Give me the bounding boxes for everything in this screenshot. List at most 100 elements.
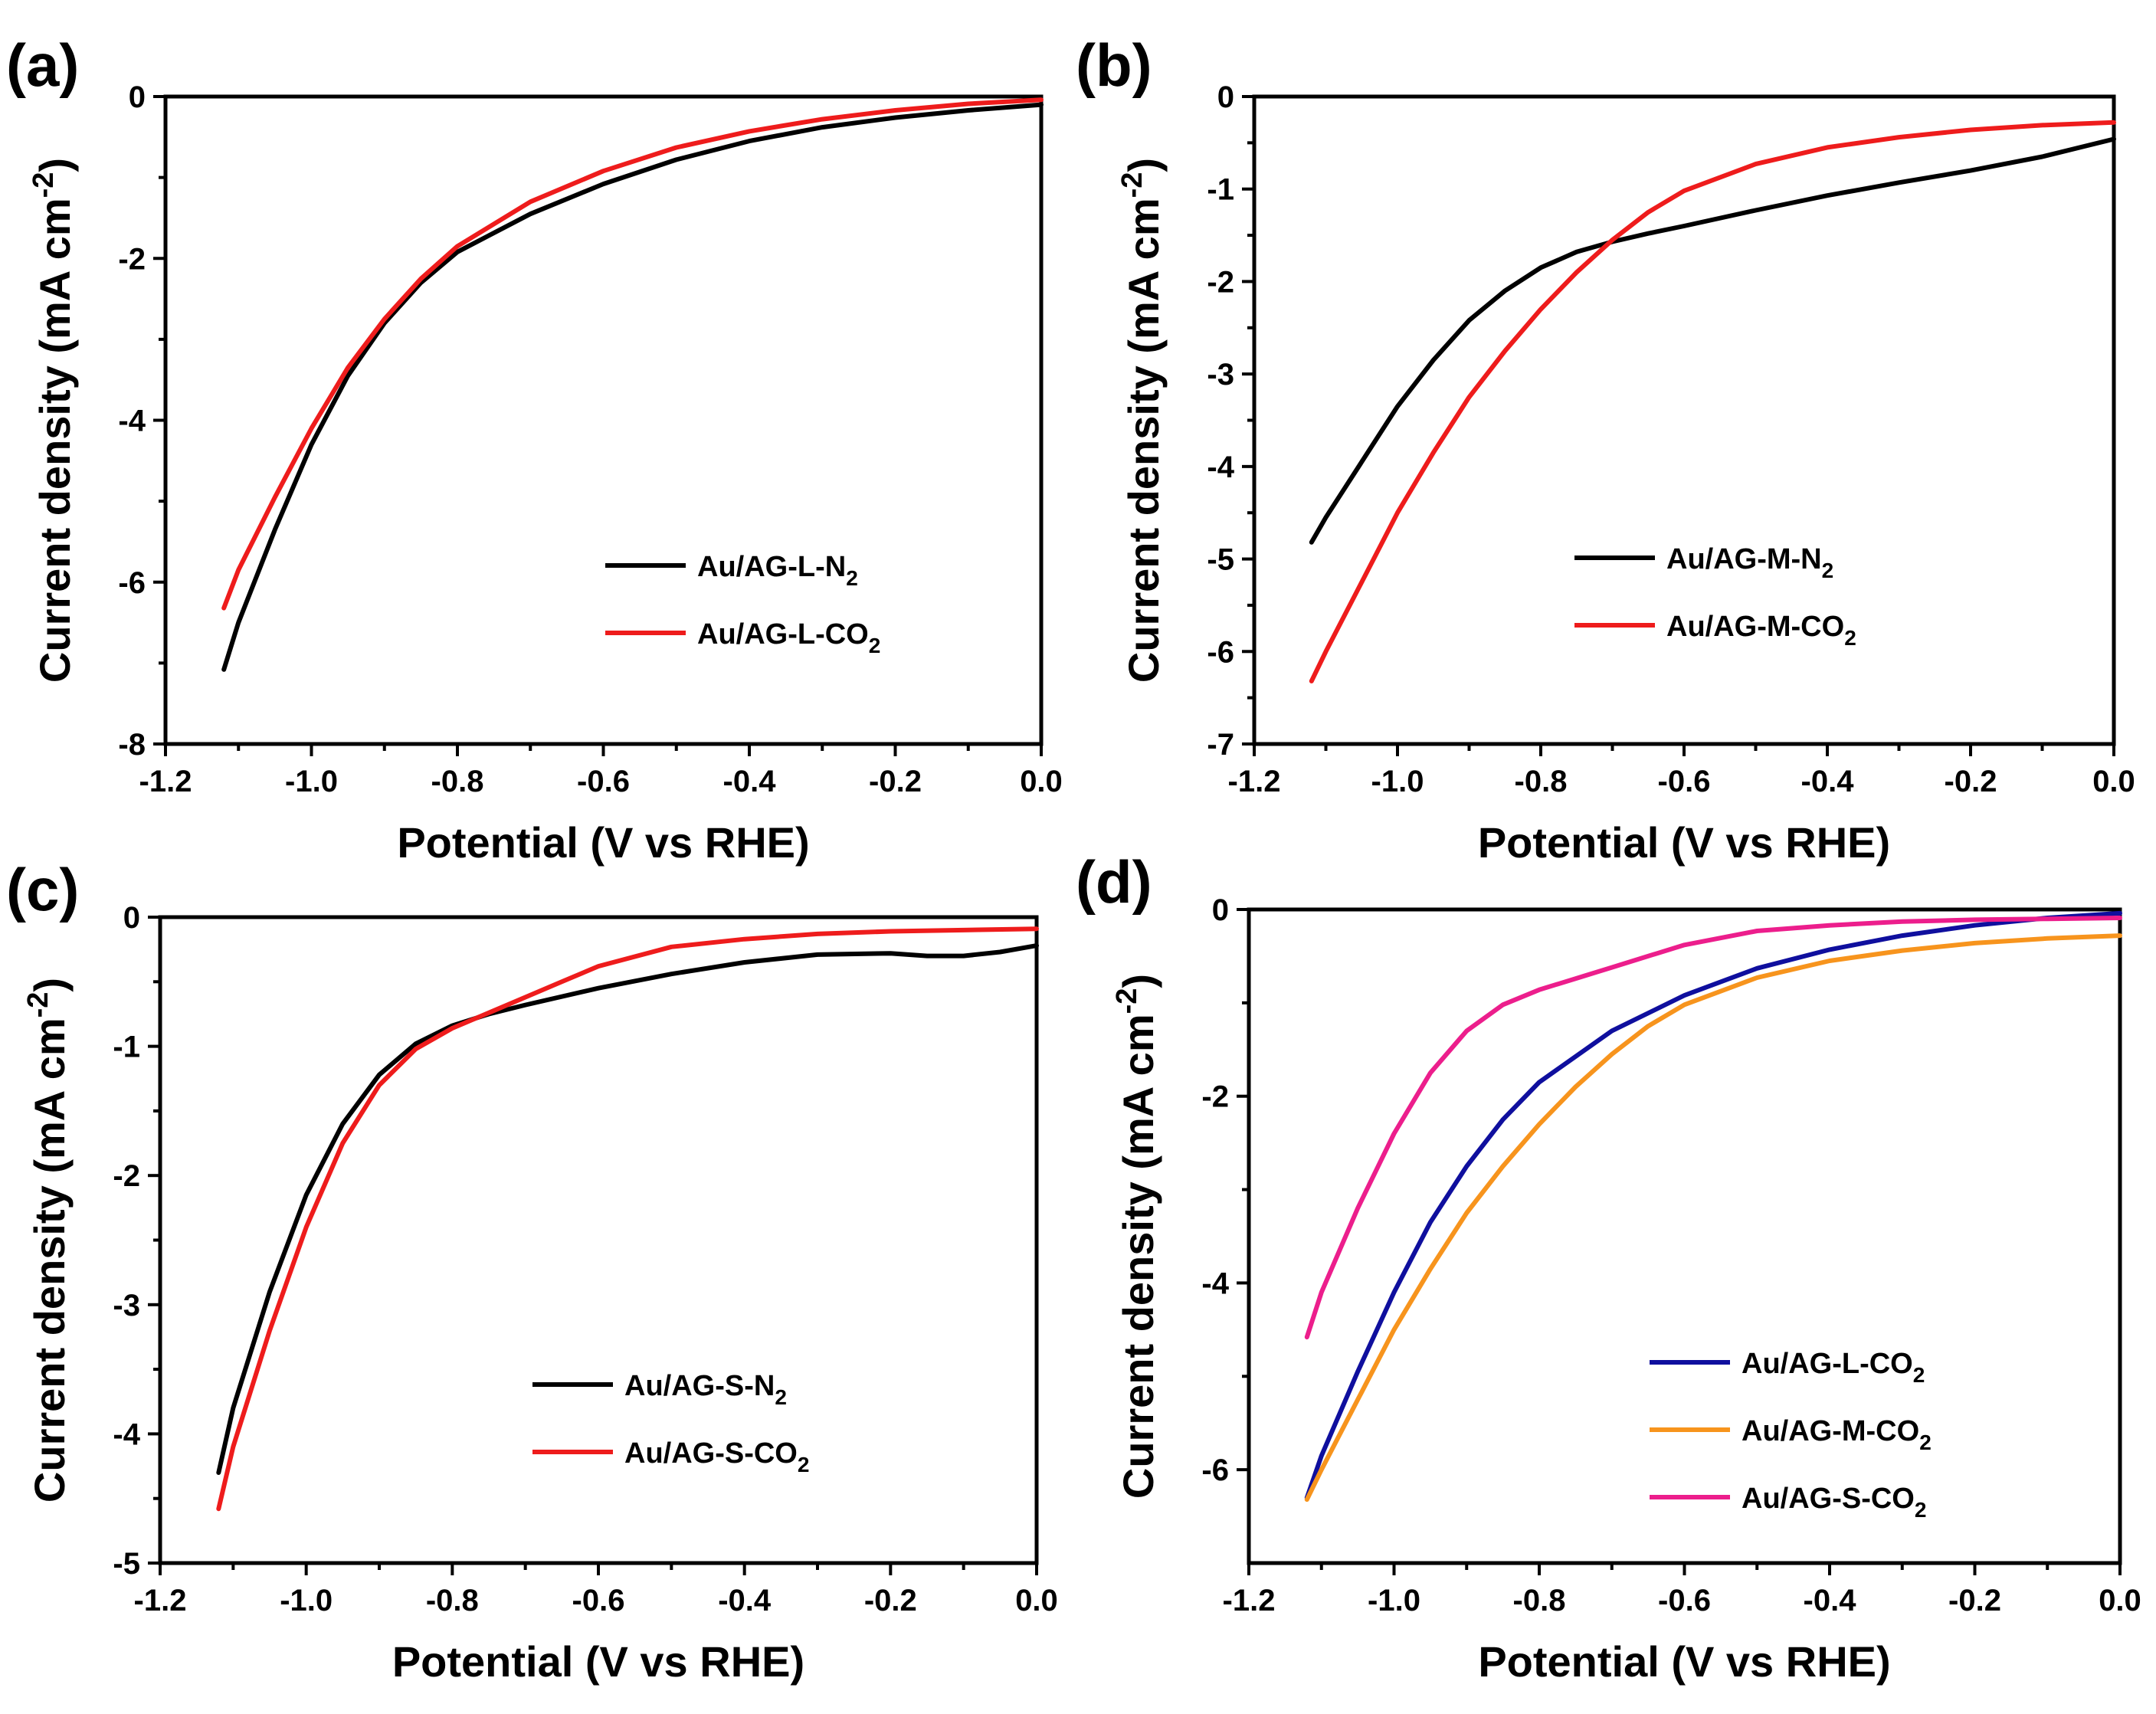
y-tick-label: 0 [123, 901, 140, 935]
x-axis-title: Potential (V vs RHE) [397, 818, 809, 867]
x-tick-label: -0.6 [1658, 1584, 1711, 1617]
legend-label-subscript: 2 [846, 566, 858, 590]
y-axis-title-superscript: -2 [28, 172, 60, 198]
plot-frame [1247, 907, 2122, 1565]
panel-label: (a) [6, 31, 79, 99]
y-tick-label: 0 [129, 80, 146, 114]
series-line-au-ag-m-n2 [1309, 136, 2116, 545]
x-tick-label: -0.8 [1513, 1584, 1566, 1617]
y-tick-label: 0 [1217, 80, 1234, 114]
series-line-au-ag-s-co2 [216, 926, 1039, 1512]
x-tick-label: -1.0 [280, 1584, 333, 1617]
legend-label-subscript: 2 [1915, 1498, 1927, 1522]
y-axis-title-end: ) [1114, 974, 1162, 988]
y-axis-title-superscript: -2 [1111, 988, 1143, 1014]
panel-label: (b) [1076, 31, 1152, 99]
x-tick-label: -0.8 [431, 765, 484, 798]
panel-label: (d) [1076, 848, 1152, 916]
legend-label: Au/AG-M-CO2 [1666, 611, 1856, 650]
y-axis-title-superscript: -2 [22, 992, 54, 1018]
y-axis-title: Current density (mA cm-2) [1116, 158, 1168, 683]
x-tick-label: -0.6 [1658, 765, 1711, 798]
legend-label: Au/AG-L-N2 [697, 551, 858, 590]
x-tick-label: 0.0 [2099, 1584, 2141, 1617]
legend-label-text: Au/AG-L-CO [1742, 1348, 1913, 1380]
legend-label: Au/AG-L-CO2 [1742, 1348, 1925, 1387]
x-tick-label: 0.0 [1015, 1584, 1058, 1617]
series-line-au-ag-m-co2 [1309, 120, 2116, 683]
legend-label-text: Au/AG-S-CO [624, 1437, 798, 1470]
chart-panel-1: (b) -1.2 -1.0 -0.8 -0.6 -0.4 -0.2 0.0 -7 -6 -5 -4 -3… [1076, 31, 2135, 867]
x-tick-label: -0.4 [1804, 1584, 1857, 1617]
y-tick-label: -6 [118, 566, 146, 600]
legend-label-subscript: 2 [1822, 559, 1834, 582]
plot-frame [163, 94, 1044, 746]
x-tick-label: -1.0 [1368, 1584, 1420, 1617]
x-tick-label: -1.2 [1223, 1584, 1276, 1617]
legend-label: Au/AG-M-N2 [1666, 543, 1833, 582]
y-axis-title-text: Current density (mA cm [1119, 198, 1168, 683]
y-axis-title-end: ) [1119, 158, 1168, 172]
legend-label-subscript: 2 [1844, 626, 1856, 650]
x-tick-label: 0.0 [2092, 765, 2135, 798]
x-tick-label: -0.2 [869, 765, 922, 798]
x-tick-label: -1.0 [285, 765, 338, 798]
series-line-au-ag-l-co2 [221, 97, 1044, 611]
y-tick-label: -3 [1207, 358, 1234, 392]
series-line-au-ag-l-co2 [1304, 910, 2122, 1500]
y-tick-label: -2 [1201, 1080, 1229, 1114]
legend-label-subscript: 2 [1913, 1363, 1925, 1387]
x-tick-label: -0.4 [718, 1584, 772, 1617]
legend-label-subscript: 2 [1919, 1431, 1932, 1454]
y-tick-label: -1 [1207, 173, 1234, 207]
y-tick-label: -1 [113, 1031, 140, 1064]
y-axis-title-end: ) [25, 978, 74, 992]
series-line-au-ag-l-n2 [221, 102, 1044, 672]
y-tick-label: -6 [1207, 635, 1234, 669]
y-axis-title-text: Current density (mA cm [31, 198, 79, 683]
x-tick-label: -1.0 [1371, 765, 1424, 798]
x-tick-label: -1.2 [134, 1584, 187, 1617]
legend-label-subscript: 2 [775, 1385, 787, 1409]
legend-label-text: Au/AG-M-CO [1666, 611, 1844, 643]
legend-label-text: Au/AG-M-N [1666, 543, 1822, 575]
y-tick-label: -4 [1201, 1267, 1229, 1300]
x-tick-label: -1.2 [1228, 765, 1281, 798]
x-axis-title: Potential (V vs RHE) [392, 1637, 804, 1686]
y-tick-label: -5 [1207, 543, 1234, 577]
series-line-au-ag-m-co2 [1304, 933, 2122, 1503]
y-tick-label: -5 [113, 1547, 140, 1581]
legend-label-subscript: 2 [869, 634, 881, 657]
y-tick-label: -4 [118, 405, 146, 438]
y-tick-label: -2 [113, 1159, 140, 1193]
x-tick-label: -0.6 [577, 765, 630, 798]
y-tick-label: -7 [1207, 728, 1234, 762]
y-tick-label: -2 [118, 242, 146, 276]
y-axis-title-end: ) [31, 158, 79, 172]
y-tick-label: -4 [1207, 451, 1234, 484]
legend-label-text: Au/AG-L-N [697, 551, 846, 583]
y-tick-label: -6 [1201, 1453, 1229, 1487]
y-tick-label: -2 [1207, 265, 1234, 299]
legend-label-text: Au/AG-S-CO [1742, 1483, 1915, 1515]
legend-label-text: Au/AG-L-CO [697, 618, 869, 651]
series-line-au-ag-s-co2 [1304, 916, 2122, 1340]
legend-label: Au/AG-S-CO2 [624, 1437, 809, 1476]
x-axis-title: Potential (V vs RHE) [1478, 1637, 1890, 1686]
y-tick-label: -3 [113, 1289, 140, 1322]
x-tick-label: -0.8 [1515, 765, 1568, 798]
y-tick-label: -4 [113, 1417, 140, 1451]
chart-panel-3: (d) -1.2 -1.0 -0.8 -0.6 -0.4 -0.2 0.0 -6 -4 -2 0 Pot… [1076, 848, 2141, 1686]
x-tick-label: -1.2 [139, 765, 192, 798]
legend-label: Au/AG-S-N2 [624, 1370, 787, 1409]
x-tick-label: -0.8 [426, 1584, 479, 1617]
x-tick-label: -0.2 [864, 1584, 917, 1617]
legend-label-text: Au/AG-S-N [624, 1370, 775, 1402]
x-tick-label: -0.4 [1801, 765, 1855, 798]
chart-panel-0: (a) -1.2 -1.0 -0.8 -0.6 -0.4 -0.2 0.0 -8 -6 -4 -2 0 P… [6, 31, 1063, 867]
x-tick-label: -0.2 [1945, 765, 1997, 798]
panel-label: (c) [6, 856, 79, 923]
legend-label: Au/AG-M-CO2 [1742, 1415, 1932, 1454]
y-axis-title: Current density (mA cm-2) [22, 978, 74, 1503]
